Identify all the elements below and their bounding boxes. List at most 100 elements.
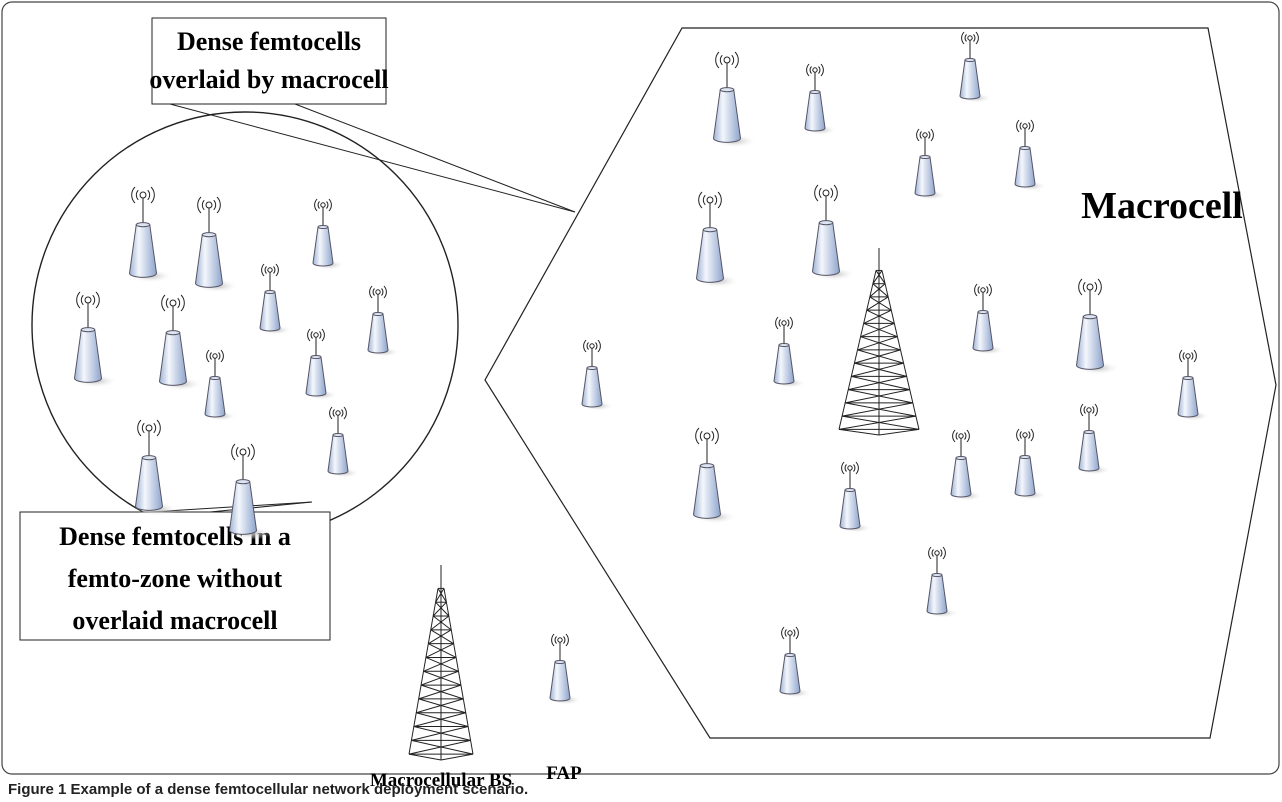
- wave: [1083, 406, 1086, 414]
- wave: [781, 626, 785, 640]
- wave: [928, 546, 932, 560]
- body-top: [1019, 455, 1031, 459]
- body: [204, 377, 226, 418]
- wave: [329, 406, 333, 420]
- wave: [321, 328, 325, 342]
- brace: [435, 588, 445, 603]
- body-top: [201, 232, 217, 238]
- wave: [1016, 119, 1020, 133]
- wave: [820, 63, 824, 77]
- brace: [411, 739, 474, 755]
- wave: [841, 461, 845, 475]
- body: [327, 434, 349, 475]
- brace: [423, 657, 457, 672]
- body-top: [310, 355, 322, 359]
- wave: [964, 34, 967, 42]
- wave: [275, 263, 279, 277]
- body: [134, 457, 164, 511]
- wave: [273, 266, 276, 274]
- fap-icon: [128, 186, 173, 283]
- caption-text: Example of a dense femtocellular network…: [71, 781, 529, 798]
- leg: [408, 588, 439, 755]
- wave: [1030, 119, 1034, 133]
- wave: [986, 286, 989, 294]
- wave: [314, 198, 318, 212]
- body: [959, 59, 981, 100]
- antenna-tip: [139, 191, 147, 199]
- callout-line: overlaid by macrocell: [149, 65, 388, 94]
- fap-icon: [959, 31, 992, 103]
- wave: [711, 430, 715, 442]
- body-top: [235, 479, 251, 485]
- wave: [830, 187, 834, 199]
- wave: [833, 184, 838, 202]
- brace: [408, 739, 471, 755]
- antenna-tip: [557, 637, 563, 643]
- body-top: [332, 433, 344, 437]
- wave: [554, 636, 557, 644]
- frame: [1, 1, 1280, 775]
- brace: [418, 684, 462, 700]
- antenna-tip: [781, 320, 787, 326]
- wave: [975, 31, 979, 45]
- body: [914, 156, 936, 197]
- wave: [717, 191, 722, 209]
- wave: [180, 294, 185, 312]
- brace: [872, 283, 889, 298]
- wave: [381, 288, 384, 296]
- leg: [443, 588, 474, 755]
- wave: [231, 443, 236, 461]
- fap-icon: [972, 283, 1005, 355]
- brace: [863, 322, 898, 338]
- wave: [855, 461, 859, 475]
- body: [712, 89, 742, 143]
- body-top: [586, 366, 598, 370]
- wave: [1094, 403, 1098, 417]
- wave: [141, 422, 145, 434]
- fap-icon: [1014, 119, 1047, 191]
- wave: [789, 316, 793, 330]
- wave: [583, 339, 587, 353]
- body: [779, 654, 801, 695]
- body-top: [317, 225, 329, 229]
- body: [305, 356, 327, 397]
- wave: [201, 199, 205, 211]
- antenna-tip: [1022, 432, 1028, 438]
- body: [811, 222, 841, 276]
- antenna-tip: [313, 332, 319, 338]
- legend-label: Macrocellular BS: [370, 770, 512, 791]
- brace: [420, 684, 464, 700]
- fap-icon: [1075, 278, 1120, 375]
- wave: [714, 194, 718, 206]
- body: [1177, 377, 1199, 418]
- macrocell-label: Macrocell: [1081, 185, 1243, 227]
- wave: [1191, 352, 1194, 360]
- antenna-tip: [847, 465, 853, 471]
- body-top: [844, 488, 856, 492]
- wave: [595, 342, 598, 350]
- wave: [92, 294, 96, 306]
- wave: [372, 288, 375, 296]
- brace: [411, 726, 469, 741]
- leg: [838, 428, 880, 436]
- brace: [425, 643, 454, 658]
- wave: [597, 339, 601, 353]
- body-top: [1082, 314, 1098, 320]
- wave: [1016, 428, 1020, 442]
- antenna-tip: [980, 287, 986, 293]
- wave: [213, 199, 217, 211]
- body: [773, 344, 795, 385]
- body: [926, 574, 948, 615]
- wave: [775, 316, 779, 330]
- antenna-tip: [703, 432, 711, 440]
- antenna-tip: [1022, 123, 1028, 129]
- body-top: [931, 573, 943, 577]
- fap-icon: [73, 291, 118, 388]
- antenna-tip: [169, 299, 177, 307]
- wave: [383, 285, 387, 299]
- fap-icon: [194, 196, 239, 293]
- callout-line: overlaid macrocell: [72, 606, 277, 635]
- wave: [563, 636, 566, 644]
- leg: [440, 753, 474, 761]
